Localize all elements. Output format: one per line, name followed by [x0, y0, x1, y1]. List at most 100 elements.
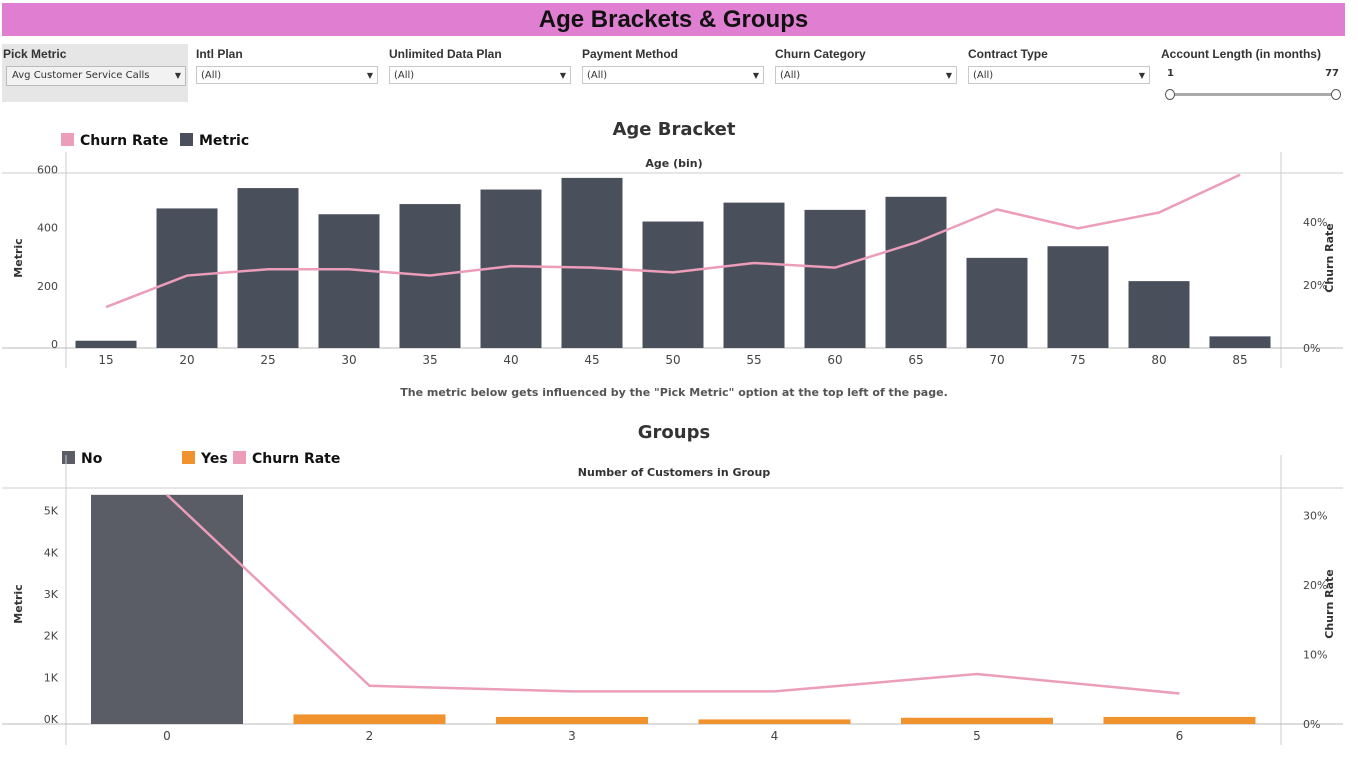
y-tick-label: 0K [44, 713, 59, 726]
legend-swatch [62, 451, 75, 464]
bar [642, 221, 704, 348]
chevron-down-icon[interactable]: ▼ [945, 71, 952, 80]
bar [698, 719, 851, 724]
y-tick-label: 600 [37, 164, 58, 177]
x-tick-label: 75 [1070, 353, 1085, 367]
account-length-max-handle[interactable] [1331, 89, 1341, 100]
unlimited-data-value: (All) [394, 70, 415, 81]
x-tick-label: 50 [665, 353, 680, 367]
contract-type-filter: Contract Type (All) ▼ [968, 44, 1150, 84]
y-axis-title: Metric [12, 238, 25, 277]
y-axis-title: Metric [12, 584, 25, 623]
x-tick-label: 60 [827, 353, 842, 367]
y-right-tick-label: 20% [1303, 279, 1327, 292]
x-tick-label: 3 [568, 729, 576, 743]
churn-category-select[interactable]: (All) ▼ [775, 66, 957, 84]
bar [723, 202, 785, 348]
churn-category-value: (All) [780, 70, 801, 81]
unlimited-data-label: Unlimited Data Plan [389, 47, 502, 61]
metric-note: The metric below gets influenced by the … [400, 386, 948, 399]
bar [804, 209, 866, 348]
bar [966, 257, 1028, 348]
bar [156, 208, 218, 348]
y-right-tick-label: 0% [1303, 718, 1320, 731]
x-tick-label: 45 [584, 353, 599, 367]
bar [1047, 246, 1109, 348]
intl-plan-label: Intl Plan [196, 47, 243, 61]
churn-category-filter: Churn Category (All) ▼ [775, 44, 957, 84]
y-right-tick-label: 0% [1303, 342, 1320, 355]
x-tick-label: 65 [908, 353, 923, 367]
pick-metric-label: Pick Metric [3, 47, 67, 61]
y-tick-label: 5K [44, 505, 59, 518]
groups-chart: Groups No Yes Churn Rate Number of Customers… [2, 422, 1343, 745]
y-tick-label: 200 [37, 280, 58, 293]
y-tick-label: 0 [51, 338, 58, 351]
chevron-down-icon[interactable]: ▼ [752, 71, 759, 80]
payment-method-select[interactable]: (All) ▼ [582, 66, 764, 84]
x-tick-label: 6 [1176, 729, 1184, 743]
x-tick-label: 4 [771, 729, 779, 743]
y-tick-label: 2K [44, 630, 59, 643]
x-tick-label: 40 [503, 353, 518, 367]
account-length-track[interactable] [1169, 93, 1336, 96]
chevron-down-icon[interactable]: ▼ [1138, 71, 1145, 80]
pick-metric-value: Avg Customer Service Calls [12, 70, 150, 81]
chevron-down-icon[interactable]: ▼ [366, 71, 373, 80]
x-tick-label: 20 [179, 353, 194, 367]
legend-label: Metric [199, 133, 249, 149]
dashboard-title: Age Brackets & Groups [538, 5, 809, 33]
legend-label: No [81, 451, 103, 467]
x-tick-label: 55 [746, 353, 761, 367]
x-tick-label: 5 [973, 729, 981, 743]
column-header: Age (bin) [645, 157, 702, 170]
churn-rate-line [166, 493, 1180, 695]
account-length-filter: Account Length (in months) 1 77 [1161, 44, 1341, 100]
y-right-tick-label: 40% [1303, 216, 1327, 229]
contract-type-select[interactable]: (All) ▼ [968, 66, 1150, 84]
bar [1103, 716, 1256, 724]
chart-title: Age Bracket [612, 119, 735, 140]
y-right-tick-label: 20% [1303, 579, 1327, 592]
unlimited-data-select[interactable]: (All) ▼ [389, 66, 571, 84]
y-tick-label: 3K [44, 588, 59, 601]
x-tick-label: 85 [1232, 353, 1247, 367]
column-header: Number of Customers in Group [578, 466, 771, 479]
account-length-label: Account Length (in months) [1161, 47, 1321, 61]
x-tick-label: 2 [366, 729, 374, 743]
y-right-tick-label: 10% [1303, 649, 1327, 662]
chevron-down-icon[interactable]: ▼ [559, 71, 566, 80]
account-length-min-handle[interactable] [1165, 89, 1175, 100]
intl-plan-select[interactable]: (All) ▼ [196, 66, 378, 84]
payment-method-filter: Payment Method (All) ▼ [582, 44, 764, 84]
intl-plan-value: (All) [201, 70, 222, 81]
age-bracket-chart: Age Bracket Churn Rate Metric Age (bin) Metr… [2, 119, 1343, 368]
payment-method-label: Payment Method [582, 47, 679, 61]
bar [1128, 281, 1190, 348]
payment-method-value: (All) [587, 70, 608, 81]
pick-metric-filter: Pick Metric Avg Customer Service Calls ▼ [2, 44, 188, 102]
account-length-max: 77 [1325, 68, 1339, 79]
y-right-tick-label: 30% [1303, 510, 1327, 523]
intl-plan-filter: Intl Plan (All) ▼ [196, 44, 378, 84]
x-tick-label: 35 [422, 353, 437, 367]
pick-metric-select[interactable]: Avg Customer Service Calls ▼ [6, 66, 186, 86]
legend-swatch [61, 133, 74, 146]
churn-rate-line [105, 173, 1241, 309]
x-tick-label: 0 [163, 729, 171, 743]
x-tick-label: 15 [98, 353, 113, 367]
churn-category-label: Churn Category [775, 47, 866, 61]
x-tick-label: 80 [1151, 353, 1166, 367]
y-axis-right-title: Churn Rate [1323, 569, 1336, 638]
bar [885, 196, 947, 348]
x-tick-label: 25 [260, 353, 275, 367]
y-axis-right-title: Churn Rate [1323, 223, 1336, 292]
bar [561, 177, 623, 348]
dashboard-title-bar: Age Brackets & Groups [2, 3, 1345, 36]
x-tick-label: 30 [341, 353, 356, 367]
x-tick-label: 70 [989, 353, 1004, 367]
account-length-min: 1 [1167, 68, 1174, 79]
bar [1209, 336, 1271, 348]
chevron-down-icon[interactable]: ▼ [174, 71, 181, 80]
